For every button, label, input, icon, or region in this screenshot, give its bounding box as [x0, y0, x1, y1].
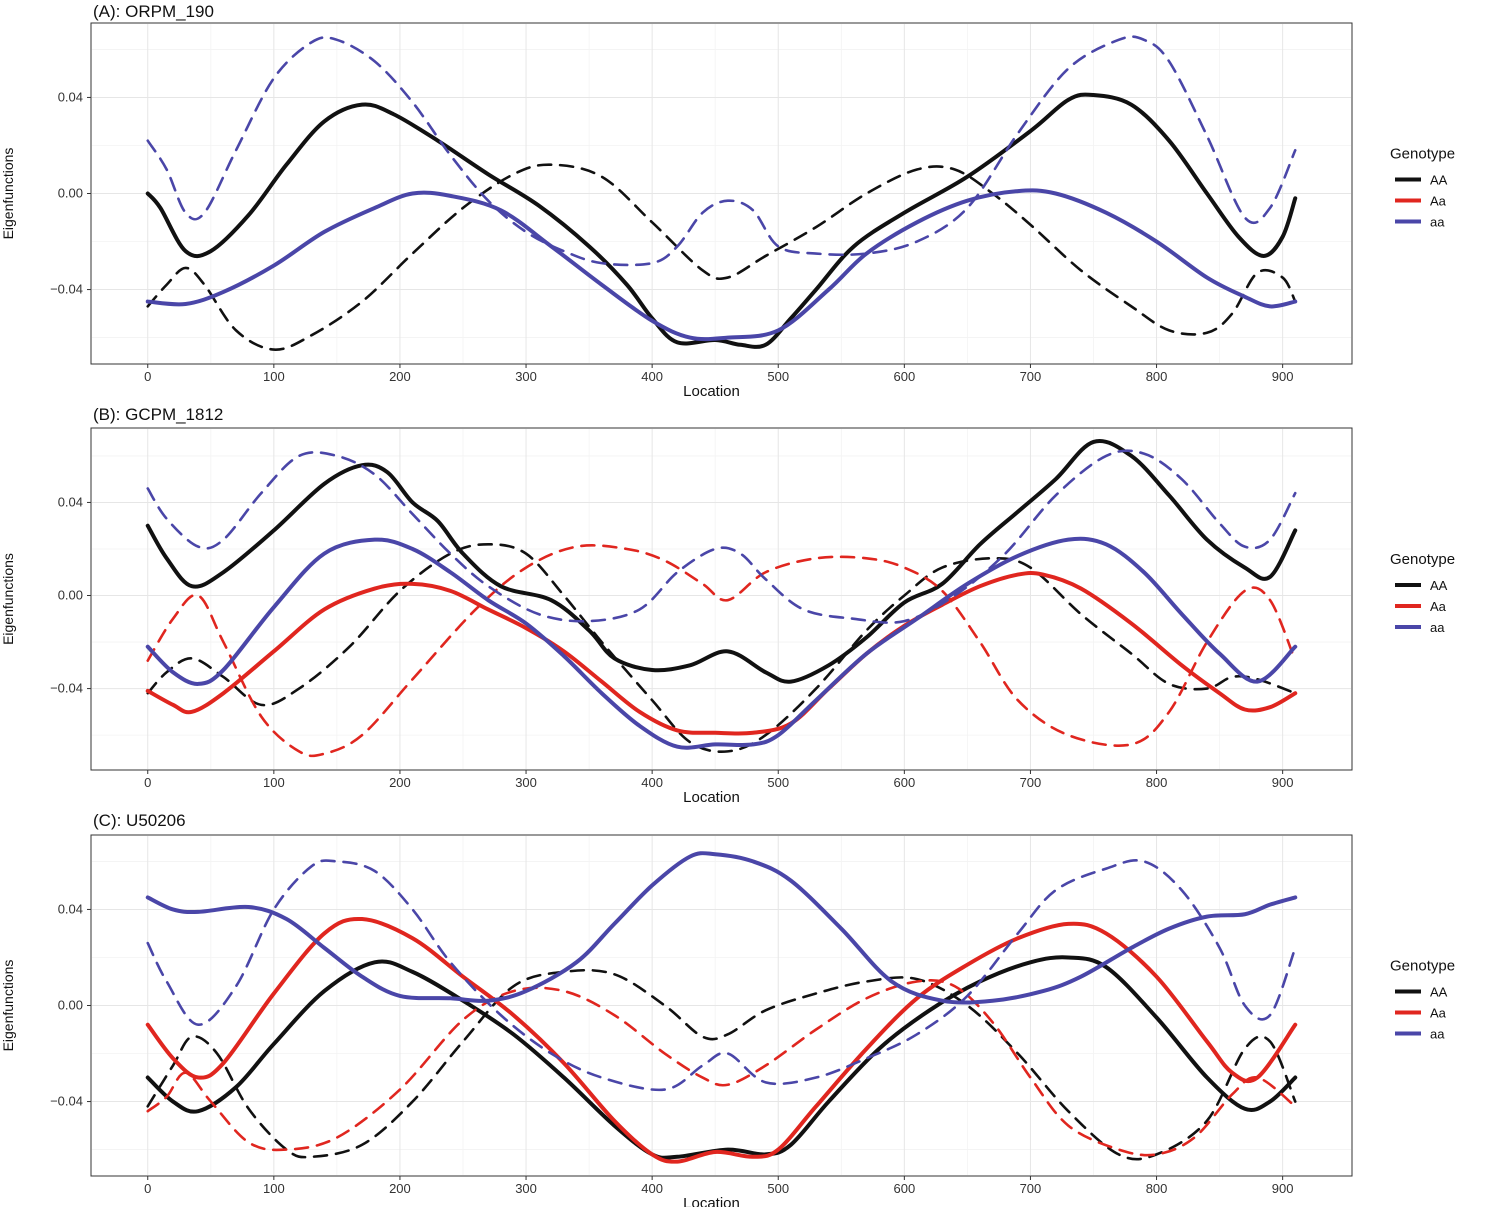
x-tick-label: 400 [641, 775, 663, 790]
x-tick-label: 500 [767, 1181, 789, 1196]
legend-label: Aa [1430, 599, 1447, 614]
panel-title: (A): ORPM_190 [93, 2, 214, 21]
series-aa-solid [145, 92, 1298, 349]
y-tick-label: −0.04 [50, 282, 83, 297]
x-tick-label: 200 [389, 1181, 411, 1196]
x-tick-label: 0 [144, 1181, 151, 1196]
legend: Genotype AA Aa aa [1390, 146, 1455, 230]
y-tick-label: 0.04 [58, 89, 83, 104]
series-aa-solid [145, 955, 1298, 1160]
series-aa-dashed [146, 859, 1297, 1092]
series-aa-solid [145, 188, 1298, 342]
series-aa-het-solid [145, 570, 1298, 736]
x-tick-label: 600 [893, 775, 915, 790]
x-axis-label: Location [683, 789, 740, 806]
y-tick-label: 0.00 [58, 588, 83, 603]
series-aa-dashed [146, 35, 1297, 267]
x-tick-label: 900 [1272, 775, 1294, 790]
y-axis-label: Eigenfunctions [0, 553, 16, 645]
series-aa-dashed [146, 163, 1297, 351]
series-group [145, 439, 1298, 758]
gridlines [92, 429, 1351, 769]
series-group [145, 851, 1298, 1164]
x-tick-label: 300 [515, 369, 537, 384]
legend-label: Aa [1430, 1006, 1447, 1021]
x-tick-label: 400 [641, 369, 663, 384]
x-tick-label: 600 [893, 369, 915, 384]
legend-label: Aa [1430, 194, 1447, 209]
y-tick-label: 0.00 [58, 186, 83, 201]
y-axis-label: Eigenfunctions [0, 148, 16, 240]
x-tick-label: 900 [1272, 369, 1294, 384]
legend-label: aa [1430, 215, 1445, 230]
x-axis-label: Location [683, 1195, 740, 1207]
x-tick-label: 200 [389, 775, 411, 790]
x-tick-label: 200 [389, 369, 411, 384]
x-tick-label: 600 [893, 1181, 915, 1196]
legend-label: AA [1430, 173, 1448, 188]
panel-0: (A): ORPM_190 0 100 200 300 400 500 600 700 800 90… [0, 2, 1455, 400]
series-aa-dashed [146, 968, 1297, 1161]
series-aa-solid [145, 851, 1298, 1005]
series-aa-dashed [146, 449, 1297, 624]
legend-label: aa [1430, 620, 1445, 635]
legend-title: Genotype [1390, 958, 1455, 975]
y-tick-label: −0.04 [50, 681, 83, 696]
x-tick-label: 100 [263, 1181, 285, 1196]
x-tick-label: 400 [641, 1181, 663, 1196]
x-tick-label: 300 [515, 1181, 537, 1196]
x-tick-label: 500 [767, 369, 789, 384]
legend-title: Genotype [1390, 146, 1455, 163]
legend-title: Genotype [1390, 551, 1455, 568]
series-aa-solid [145, 439, 1298, 684]
panel-title: (C): U50206 [93, 811, 186, 830]
series-aa-het-dashed [146, 979, 1297, 1157]
x-tick-label: 900 [1272, 1181, 1294, 1196]
x-tick-label: 700 [1020, 369, 1042, 384]
y-tick-label: 0.04 [58, 901, 83, 916]
x-tick-label: 300 [515, 775, 537, 790]
legend: Genotype AA Aa aa [1390, 958, 1455, 1042]
x-axis-label: Location [683, 383, 740, 400]
legend-label: AA [1430, 985, 1448, 1000]
series-aa-het-solid [145, 916, 1298, 1164]
x-tick-label: 100 [263, 775, 285, 790]
legend-label: AA [1430, 578, 1448, 593]
y-axis-label: Eigenfunctions [0, 960, 16, 1052]
x-tick-label: 100 [263, 369, 285, 384]
x-tick-label: 800 [1146, 775, 1168, 790]
x-tick-label: 700 [1020, 775, 1042, 790]
x-tick-label: 0 [144, 369, 151, 384]
legend-label: aa [1430, 1027, 1445, 1042]
y-tick-label: −0.04 [50, 1094, 83, 1109]
x-tick-label: 0 [144, 775, 151, 790]
x-tick-label: 500 [767, 775, 789, 790]
x-tick-label: 800 [1146, 369, 1168, 384]
series-aa-dashed [146, 543, 1297, 753]
panel-2: (C): U50206 0 100 200 300 400 500 600 700 800 900 −… [0, 811, 1455, 1207]
y-tick-label: 0.00 [58, 998, 83, 1013]
y-tick-label: 0.04 [58, 494, 83, 509]
panel-title: (B): GCPM_1812 [93, 405, 223, 424]
legend: Genotype AA Aa aa [1390, 551, 1455, 635]
series-aa-solid [145, 536, 1298, 750]
series-group [145, 35, 1298, 351]
x-tick-label: 800 [1146, 1181, 1168, 1196]
series-aa-het-dashed [146, 544, 1297, 758]
x-tick-label: 700 [1020, 1181, 1042, 1196]
panel-1: (B): GCPM_1812 0 100 200 300 400 500 600 700 800 9… [0, 405, 1455, 806]
